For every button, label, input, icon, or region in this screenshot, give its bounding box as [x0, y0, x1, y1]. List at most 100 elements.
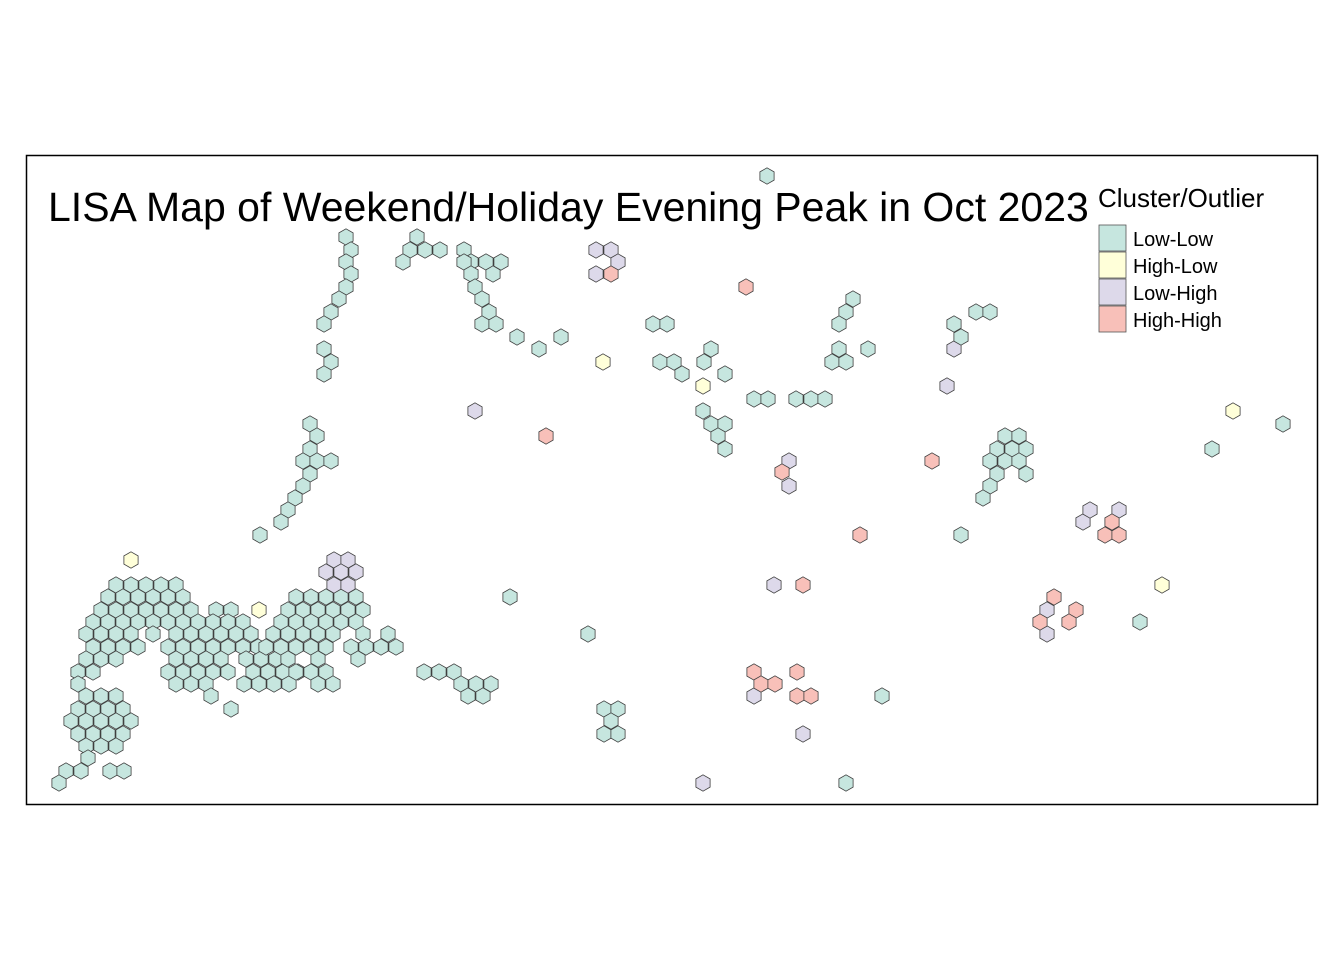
hex-cell-high-high	[924, 452, 940, 470]
hex-cell-low-high	[340, 576, 356, 594]
hex-cell-low-low	[502, 588, 518, 606]
hex-cell-low-low	[70, 725, 86, 743]
hex-cell-low-low	[160, 613, 176, 631]
hex-cell-low-low	[674, 365, 690, 383]
hex-cell-low-low	[975, 489, 991, 507]
hex-cell-low-low	[717, 440, 733, 458]
hex-cell-low-low	[746, 390, 762, 408]
hex-cell-low-low	[717, 365, 733, 383]
hex-cell-low-low	[280, 625, 296, 643]
hex-cell-low-low	[953, 328, 969, 346]
hex-cell-low-low	[168, 675, 184, 693]
hex-cell-low-low	[997, 452, 1013, 470]
hex-cell-high-high	[1032, 613, 1048, 631]
hex-cell-low-low	[460, 687, 476, 705]
hex-cell-low-high	[333, 563, 349, 581]
hex-cell-high-low	[695, 377, 711, 395]
legend-title: Cluster/Outlier	[1098, 183, 1264, 213]
hex-cell-low-low	[288, 663, 304, 681]
hex-cell-high-high	[1061, 613, 1077, 631]
hex-cell-low-low	[759, 167, 775, 185]
hex-cell-low-low	[831, 340, 847, 358]
hex-cell-low-low	[475, 687, 491, 705]
hex-cell-low-low	[198, 625, 214, 643]
hex-cell-low-low	[93, 625, 109, 643]
hex-cell-low-low	[160, 663, 176, 681]
hex-cell-low-low	[295, 477, 311, 495]
hex-cell-low-low	[183, 625, 199, 643]
hex-cell-low-low	[78, 625, 94, 643]
hex-cell-low-low	[273, 513, 289, 531]
hex-cell-high-high	[538, 427, 554, 445]
hex-cell-low-high	[348, 563, 364, 581]
hex-cell-low-low	[417, 241, 433, 259]
hex-cell-low-low	[78, 650, 94, 668]
hex-cell-low-low	[803, 390, 819, 408]
hex-cell-low-low	[845, 290, 861, 308]
hex-cell-low-low	[130, 638, 146, 656]
legend: Cluster/Outlier Low-Low High-Low Low-Hig…	[1098, 183, 1264, 333]
hex-cell-low-low	[70, 675, 86, 693]
hex-cell-high-low	[1154, 576, 1170, 594]
hex-cell-low-low	[474, 290, 490, 308]
hex-cell-low-low	[325, 675, 341, 693]
hex-cell-low-low	[223, 700, 239, 718]
hex-cell-low-low	[416, 663, 432, 681]
hex-cell-low-low	[696, 353, 712, 371]
hex-cell-low-low	[695, 402, 711, 420]
hex-cell-low-low	[316, 365, 332, 383]
hex-cell-low-low	[1204, 440, 1220, 458]
hex-cell-low-low	[318, 638, 334, 656]
hex-cell-low-low	[288, 588, 304, 606]
legend-label-low-high: Low-High	[1133, 283, 1217, 305]
legend-label-high-high: High-High	[1133, 310, 1222, 332]
hex-cell-low-low	[160, 588, 176, 606]
hex-cell-low-low	[316, 315, 332, 333]
hex-cell-low-low	[659, 315, 675, 333]
hex-cell-low-low	[982, 452, 998, 470]
legend-swatch-low-low	[1098, 224, 1127, 252]
hex-cell-low-low	[236, 675, 252, 693]
hex-cell-low-low	[168, 650, 184, 668]
hex-cell-low-low	[703, 340, 719, 358]
hex-cell-low-low	[123, 625, 139, 643]
hex-cell-low-high	[695, 774, 711, 792]
hex-cell-low-low	[946, 315, 962, 333]
hex-cell-high-high	[803, 687, 819, 705]
hex-cell-low-low	[78, 687, 94, 705]
hex-cell-low-low	[323, 452, 339, 470]
hex-cell-low-low	[331, 290, 347, 308]
hex-cell-low-low	[183, 650, 199, 668]
hex-cell-low-low	[553, 328, 569, 346]
hex-cell-low-high	[766, 576, 782, 594]
hex-cell-low-low	[531, 340, 547, 358]
hex-cell-low-low	[73, 762, 89, 780]
hex-cell-low-low	[108, 625, 124, 643]
hex-cell-low-low	[874, 687, 890, 705]
hex-cell-low-low	[116, 762, 132, 780]
hex-cell-low-low	[982, 303, 998, 321]
hex-cell-low-low	[1275, 415, 1291, 433]
hex-cell-low-low	[483, 675, 499, 693]
legend-label-high-low: High-Low	[1133, 256, 1218, 278]
hex-cell-low-low	[358, 638, 374, 656]
hex-cell-low-low	[509, 328, 525, 346]
hex-cell-low-low	[596, 725, 612, 743]
hex-cell-low-low	[238, 650, 254, 668]
hex-cell-low-low	[710, 427, 726, 445]
hex-cell-high-high	[1097, 526, 1113, 544]
hex-cell-high-high	[753, 675, 769, 693]
hex-cell-low-low	[213, 650, 229, 668]
hex-cell-low-low	[295, 625, 311, 643]
hex-cell-low-low	[280, 650, 296, 668]
hex-cell-low-low	[388, 638, 404, 656]
hex-cell-low-low	[838, 353, 854, 371]
hex-cell-low-low	[93, 737, 109, 755]
hex-cell-low-low	[102, 762, 118, 780]
hex-cell-low-low	[93, 687, 109, 705]
hex-cell-high-high	[767, 675, 783, 693]
hex-cell-low-low	[78, 712, 94, 730]
hex-cell-high-high	[852, 526, 868, 544]
hex-cell-low-low	[788, 390, 804, 408]
hex-cell-low-low	[1011, 427, 1027, 445]
